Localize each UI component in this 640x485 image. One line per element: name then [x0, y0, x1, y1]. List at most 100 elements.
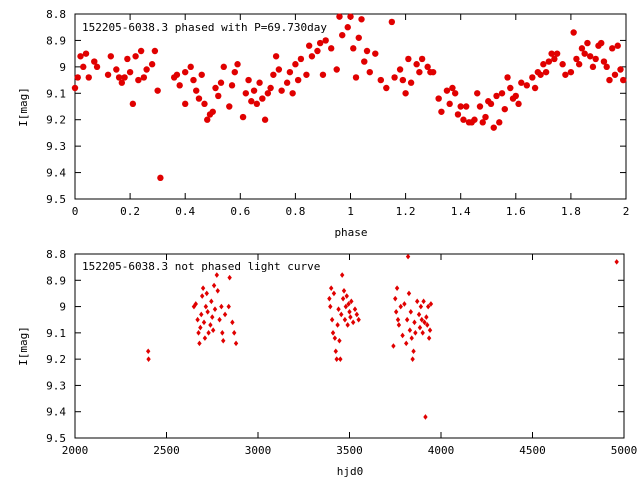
data-point-unphased: [222, 311, 228, 318]
data-point-phased: [551, 55, 558, 63]
data-point-unphased: [205, 309, 210, 315]
data-point-phased: [617, 66, 624, 73]
data-point-unphased: [328, 303, 333, 310]
x-tick-label-phased: 1.6: [506, 205, 526, 218]
data-point-phased: [600, 58, 608, 65]
data-point-phased: [182, 68, 189, 76]
chart-title-unphased: 152205-6038.3 not phased light curve: [82, 260, 320, 273]
data-point-phased: [350, 45, 357, 52]
data-point-unphased: [402, 301, 407, 307]
data-point-phased: [267, 84, 274, 92]
data-point-phased: [143, 66, 150, 73]
y-tick-label-phased: 9.4: [46, 167, 66, 180]
data-point-unphased: [424, 314, 429, 320]
data-point-unphased: [338, 356, 343, 362]
data-point-phased: [443, 87, 451, 94]
data-point-phased: [245, 76, 252, 84]
data-point-phased: [261, 116, 269, 123]
data-point-unphased: [395, 316, 401, 323]
data-point-phased: [523, 82, 531, 89]
data-point-phased: [154, 87, 161, 94]
data-point-unphased: [210, 327, 216, 334]
data-point-phased: [115, 74, 123, 81]
data-point-phased: [220, 63, 227, 71]
data-point-phased: [562, 71, 569, 78]
data-point-phased: [204, 116, 211, 123]
data-point-phased: [361, 58, 368, 65]
y-tick-label-phased: 9: [59, 61, 66, 74]
data-point-phased: [614, 42, 621, 49]
data-point-phased: [493, 92, 500, 100]
data-point-unphased: [341, 288, 347, 294]
data-point-phased: [531, 84, 539, 92]
data-point-unphased: [191, 303, 197, 310]
data-point-phased: [515, 100, 522, 108]
data-point-phased: [553, 50, 561, 57]
data-point-phased: [339, 31, 346, 39]
data-point-phased: [135, 76, 142, 84]
data-point-unphased: [197, 340, 202, 347]
data-point-phased: [275, 66, 283, 73]
data-point-phased: [234, 61, 241, 68]
data-point-phased: [507, 84, 514, 92]
data-point-unphased: [340, 295, 346, 302]
data-point-phased: [124, 55, 131, 63]
y-tick-label-unphased: 9.2: [46, 353, 66, 366]
data-point-phased: [286, 68, 294, 76]
data-point-unphased: [352, 306, 358, 312]
data-point-phased: [333, 66, 340, 73]
data-point-phased: [504, 74, 511, 81]
data-point-unphased: [208, 322, 213, 328]
data-point-phased: [250, 87, 258, 94]
data-point-unphased: [227, 274, 232, 281]
data-point-unphased: [209, 298, 214, 305]
data-point-phased: [256, 79, 263, 86]
data-point-unphased: [331, 290, 337, 297]
data-point-unphased: [195, 316, 200, 323]
data-point-unphased: [193, 301, 198, 307]
data-point-unphased: [396, 322, 402, 328]
data-point-phased: [377, 76, 385, 84]
data-point-phased: [620, 76, 627, 84]
x-axis-label-phased: phase: [334, 226, 367, 239]
data-point-unphased: [412, 319, 417, 326]
y-tick-label-unphased: 9.1: [46, 327, 66, 340]
data-point-phased: [344, 24, 351, 31]
data-point-phased: [435, 95, 442, 102]
data-point-unphased: [232, 330, 237, 336]
x-tick-label-unphased: 4500: [519, 444, 546, 457]
x-tick-label-unphased: 2000: [62, 444, 89, 457]
data-point-phased: [388, 18, 396, 26]
data-point-unphased: [146, 348, 151, 355]
y-axis-label-unphased: I[mag]: [17, 326, 30, 366]
y-tick-label-phased: 8.9: [46, 34, 66, 47]
data-point-phased: [598, 39, 605, 47]
data-point-phased: [578, 45, 586, 52]
data-point-unphased: [329, 285, 334, 291]
data-point-phased: [399, 76, 407, 84]
data-point-phased: [242, 90, 250, 97]
data-point-phased: [606, 76, 613, 84]
data-point-unphased: [408, 309, 414, 315]
data-point-unphased: [206, 330, 211, 336]
data-point-unphased: [215, 288, 220, 294]
data-point-phased: [479, 119, 486, 126]
data-point-phased: [328, 45, 335, 52]
data-point-phased: [482, 113, 489, 121]
data-point-phased: [529, 74, 536, 81]
data-point-phased: [193, 87, 200, 94]
data-point-phased: [107, 53, 115, 60]
data-point-unphased: [201, 319, 207, 326]
y-tick-label-phased: 9.1: [46, 87, 66, 100]
data-point-phased: [476, 103, 484, 110]
data-point-unphased: [411, 348, 416, 355]
data-point-phased: [438, 108, 445, 115]
data-point-phased: [308, 53, 316, 60]
data-point-unphased: [425, 303, 431, 310]
data-point-phased: [416, 68, 423, 76]
data-point-phased: [449, 84, 456, 92]
data-point-phased: [74, 74, 81, 81]
data-point-phased: [418, 55, 426, 63]
y-tick-label-unphased: 8.9: [46, 274, 66, 287]
